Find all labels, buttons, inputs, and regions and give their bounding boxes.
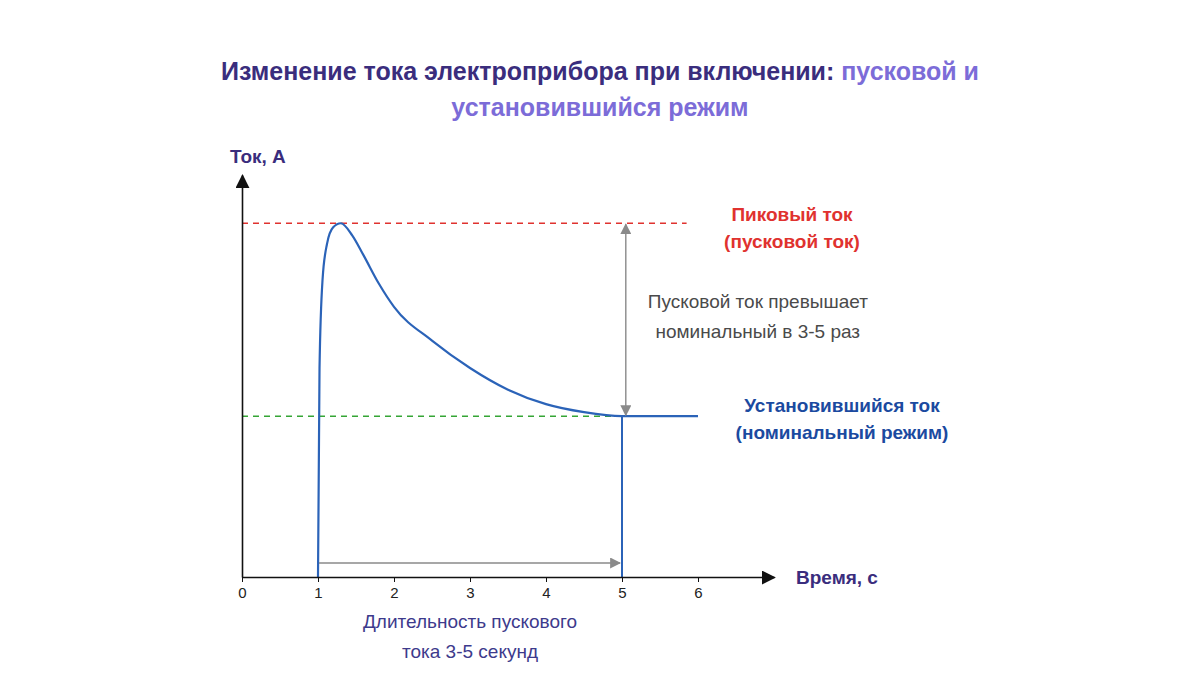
data-group xyxy=(318,223,698,577)
x-tick: 3 xyxy=(466,577,474,601)
title-line: Изменение тока электроприбора при включе… xyxy=(221,57,979,85)
duration-arrow xyxy=(319,562,620,563)
x-tick-mark xyxy=(698,577,699,582)
x-tick: 2 xyxy=(390,577,398,601)
x-tick: 5 xyxy=(618,577,626,601)
chart-svg: Изменение тока электроприбора при включе… xyxy=(0,0,1200,700)
steady-label: Установившийся ток xyxy=(744,395,940,416)
background xyxy=(0,0,1200,700)
duration-note: тока 3-5 секунд xyxy=(402,641,538,662)
steady-line xyxy=(242,415,622,417)
x-tick-label: 2 xyxy=(390,584,398,601)
ratio-note: Пусковой ток превышает xyxy=(648,291,868,312)
ratio-arrow xyxy=(625,224,626,415)
annotations: Пусковой ток превышает номинальный в 3-5 … xyxy=(319,204,948,662)
x-axis-title: Время, с xyxy=(796,567,878,588)
title-line: установившийся режим xyxy=(451,93,748,121)
x-tick-mark xyxy=(546,577,547,582)
title-part: Изменение тока электроприбора при включе… xyxy=(221,57,841,85)
x-tick-label: 6 xyxy=(694,584,702,601)
x-tick-mark xyxy=(242,577,243,582)
peak-line xyxy=(242,222,687,224)
x-tick-mark xyxy=(470,577,471,582)
x-axis-line xyxy=(243,577,775,579)
y-axis xyxy=(242,176,243,578)
x-tick-mark xyxy=(394,577,395,582)
steady-label: (номинальный режим) xyxy=(736,422,949,443)
y-axis-title: Ток, А xyxy=(230,146,286,167)
current-curve xyxy=(318,223,698,577)
x-tick: 6 xyxy=(694,577,702,601)
x-tick-mark xyxy=(622,577,623,582)
x-tick: 1 xyxy=(314,577,322,601)
x-tick-label: 5 xyxy=(618,584,626,601)
title-group: Изменение тока электроприбора при включе… xyxy=(221,57,979,121)
x-tick-label: 1 xyxy=(314,584,322,601)
peak-label: Пиковый ток xyxy=(731,204,853,225)
peak-label: (пусковой ток) xyxy=(724,231,860,252)
title-part: установившийся режим xyxy=(451,93,748,121)
x-tick: 4 xyxy=(542,577,550,601)
x-axis: 0 1 2 3 4 5 6 xyxy=(238,577,774,601)
duration-note: Длительность пускового xyxy=(363,611,577,632)
title-part: пусковой и xyxy=(841,57,979,85)
x-tick-label: 3 xyxy=(466,584,474,601)
duration-end-line xyxy=(621,416,623,577)
y-axis-line xyxy=(242,176,244,578)
x-tick-mark xyxy=(318,577,319,582)
x-tick-label: 4 xyxy=(542,584,550,601)
reference-lines xyxy=(242,223,687,416)
x-tick-label: 0 xyxy=(238,584,246,601)
ratio-note: номинальный в 3-5 раз xyxy=(656,321,861,342)
x-tick: 0 xyxy=(238,577,246,601)
